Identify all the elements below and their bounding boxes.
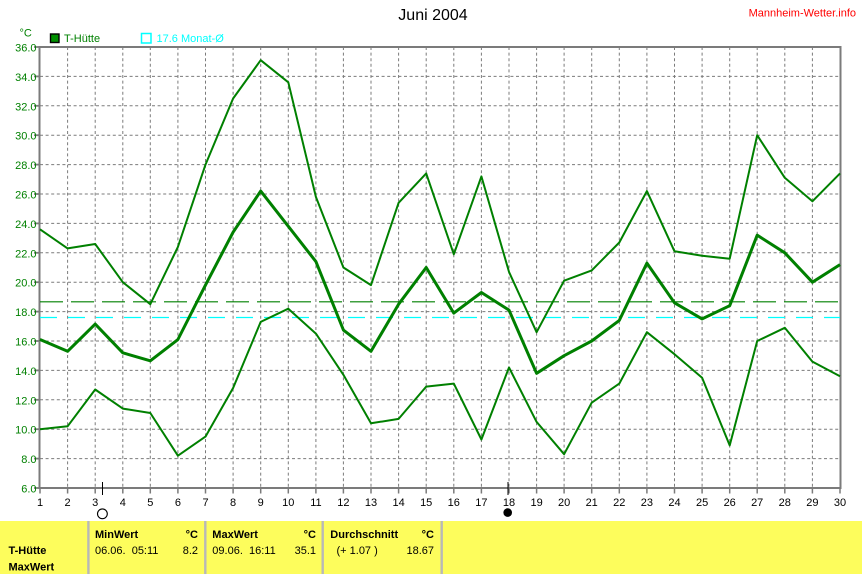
svg-text:°C: °C xyxy=(304,529,316,541)
svg-text:8.2: 8.2 xyxy=(183,545,198,557)
svg-text:7: 7 xyxy=(202,497,208,509)
svg-text:19: 19 xyxy=(530,497,542,509)
svg-text:13: 13 xyxy=(365,497,377,509)
svg-text:14.0: 14.0 xyxy=(15,366,36,378)
svg-text:26: 26 xyxy=(724,497,736,509)
svg-text:22.0: 22.0 xyxy=(15,248,36,260)
svg-text:34.0: 34.0 xyxy=(15,72,36,84)
svg-text:T-Hütte: T-Hütte xyxy=(64,33,100,45)
svg-text:36.0: 36.0 xyxy=(15,43,36,55)
svg-text:6: 6 xyxy=(175,497,181,509)
svg-text:28: 28 xyxy=(779,497,791,509)
svg-text:Juni 2004: Juni 2004 xyxy=(398,7,467,24)
svg-text:35.1: 35.1 xyxy=(295,545,316,557)
svg-text:26.0: 26.0 xyxy=(15,190,36,202)
svg-text:18.67: 18.67 xyxy=(406,545,434,557)
svg-text:(+ 1.07 ): (+ 1.07 ) xyxy=(337,545,378,557)
svg-text:17: 17 xyxy=(475,497,487,509)
svg-text:8: 8 xyxy=(230,497,236,509)
svg-text:6.0: 6.0 xyxy=(21,484,36,496)
svg-text:18: 18 xyxy=(503,497,515,509)
svg-text:°C: °C xyxy=(186,529,198,541)
svg-text:MaxWert: MaxWert xyxy=(212,529,258,541)
svg-text:20: 20 xyxy=(558,497,570,509)
svg-text:8.0: 8.0 xyxy=(21,454,36,466)
svg-text:9: 9 xyxy=(258,497,264,509)
svg-text:4: 4 xyxy=(120,497,126,509)
svg-text:MinWert: MinWert xyxy=(95,529,139,541)
svg-text:30: 30 xyxy=(834,497,846,509)
svg-text:12: 12 xyxy=(337,497,349,509)
svg-text:°C: °C xyxy=(20,28,32,40)
svg-text:30.0: 30.0 xyxy=(15,131,36,143)
svg-text:22: 22 xyxy=(613,497,625,509)
svg-text:Durchschnitt: Durchschnitt xyxy=(330,529,398,541)
svg-text:25: 25 xyxy=(696,497,708,509)
svg-text:Mannheim-Wetter.info: Mannheim-Wetter.info xyxy=(749,8,856,20)
svg-text:MaxWert: MaxWert xyxy=(9,562,55,574)
svg-text:16.0: 16.0 xyxy=(15,337,36,349)
svg-text:06.06. 05:11: 06.06. 05:11 xyxy=(95,545,158,557)
svg-text:11: 11 xyxy=(310,497,321,509)
svg-text:29: 29 xyxy=(806,497,818,509)
svg-text:1: 1 xyxy=(37,497,43,509)
svg-text:18.0: 18.0 xyxy=(15,307,36,319)
svg-text:5: 5 xyxy=(147,497,153,509)
svg-text:°C: °C xyxy=(422,529,434,541)
svg-text:17.6 Monat-Ø: 17.6 Monat-Ø xyxy=(157,33,225,45)
svg-text:27: 27 xyxy=(751,497,763,509)
svg-text:10.0: 10.0 xyxy=(15,425,36,437)
svg-text:3: 3 xyxy=(92,497,98,509)
svg-text:32.0: 32.0 xyxy=(15,101,36,113)
svg-text:24.0: 24.0 xyxy=(15,219,36,231)
svg-text:23: 23 xyxy=(641,497,653,509)
svg-text:15: 15 xyxy=(420,497,432,509)
svg-text:12.0: 12.0 xyxy=(15,395,36,407)
svg-text:28.0: 28.0 xyxy=(15,160,36,172)
svg-text:24: 24 xyxy=(668,497,680,509)
svg-text:14: 14 xyxy=(392,497,404,509)
svg-text:21: 21 xyxy=(586,497,598,509)
svg-text:10: 10 xyxy=(282,497,294,509)
svg-text:16: 16 xyxy=(448,497,460,509)
svg-text:T-Hütte: T-Hütte xyxy=(9,545,47,557)
svg-text:20.0: 20.0 xyxy=(15,278,36,290)
svg-text:2: 2 xyxy=(65,497,71,509)
svg-text:09.06. 16:11: 09.06. 16:11 xyxy=(212,545,275,557)
